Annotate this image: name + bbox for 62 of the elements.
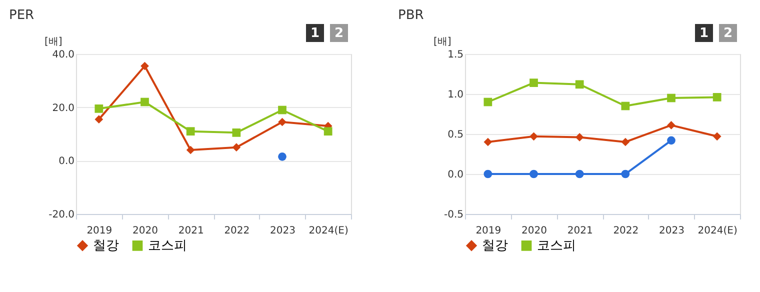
x-tick-label: 2021	[178, 226, 204, 236]
point	[575, 133, 584, 142]
text: 2	[723, 26, 733, 41]
text: 1	[699, 26, 709, 41]
point	[621, 170, 630, 178]
point	[712, 93, 722, 102]
text: 1	[310, 26, 320, 41]
point	[484, 138, 492, 146]
point	[278, 118, 286, 126]
point	[621, 102, 630, 110]
point	[232, 143, 241, 152]
point	[94, 104, 104, 113]
point	[186, 127, 195, 136]
x-tick-label: 2020	[522, 226, 547, 236]
y-tick-label: 20.0	[52, 102, 74, 114]
x-tick-label: 2024(E)	[698, 226, 738, 236]
point	[484, 170, 492, 178]
point	[278, 106, 286, 114]
y-tick-label: 1.0	[448, 90, 464, 100]
x-tick-label: 2023	[270, 226, 296, 236]
point	[667, 94, 676, 102]
y-tick-label: 40.0	[52, 50, 74, 60]
point	[621, 138, 630, 146]
x-tick-label: 2024(E)	[308, 226, 348, 236]
x-tick-label: 2022	[613, 226, 639, 236]
point	[575, 170, 584, 178]
text: 2	[334, 26, 344, 41]
y-tick-label: -20.0	[48, 210, 74, 220]
legend-label: 철강	[93, 238, 119, 254]
point	[530, 78, 538, 87]
chart-title: PER	[9, 8, 34, 23]
x-tick-label: 2019	[86, 226, 112, 236]
x-tick-label: 2021	[567, 226, 593, 236]
point	[278, 152, 286, 161]
point	[140, 62, 149, 70]
legend-label: 코스피	[537, 238, 576, 254]
y-tick-label: -0.5	[444, 210, 464, 220]
point	[232, 128, 241, 137]
x-tick-label: 2022	[224, 226, 250, 236]
y-axis-title: [배]	[44, 36, 62, 48]
point	[186, 146, 195, 154]
x-tick-label: 2020	[132, 226, 158, 236]
legend-label: 코스피	[148, 238, 187, 254]
y-tick-label: 1.5	[448, 50, 464, 60]
point	[667, 136, 676, 145]
chart-title: PBR	[398, 8, 424, 23]
point	[530, 170, 538, 178]
point	[324, 127, 332, 136]
y-tick-label: 0.5	[448, 130, 464, 140]
point	[530, 132, 538, 141]
point	[484, 98, 492, 106]
legend-label: 철강	[482, 238, 508, 254]
point	[712, 132, 722, 141]
y-tick-label: 0.0	[448, 170, 464, 180]
x-tick-label: 2023	[659, 226, 684, 236]
point	[94, 115, 104, 124]
point	[140, 98, 149, 106]
point	[667, 121, 676, 130]
y-tick-label: 0.0	[58, 156, 74, 168]
x-tick-label: 2019	[476, 226, 502, 236]
point	[575, 80, 584, 89]
y-axis-title: [배]	[434, 36, 452, 48]
